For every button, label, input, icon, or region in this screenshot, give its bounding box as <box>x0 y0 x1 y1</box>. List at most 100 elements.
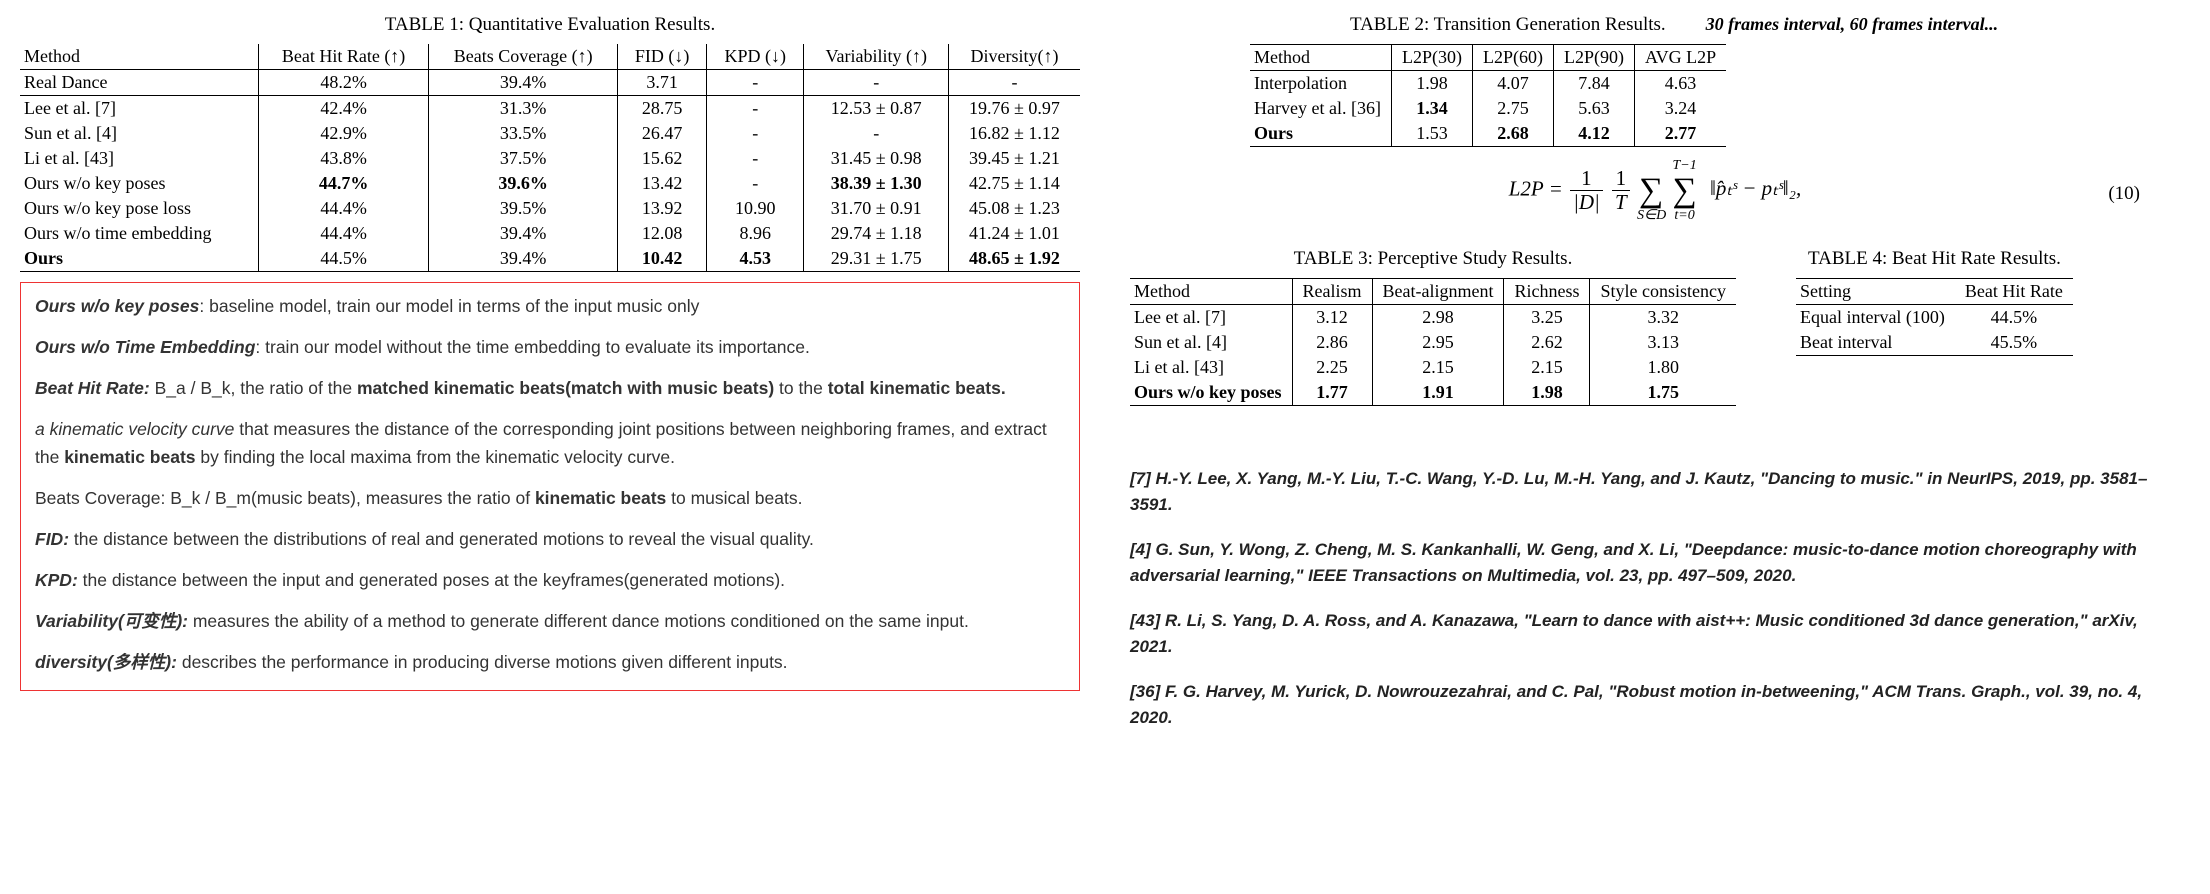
t2-h3: L2P(90) <box>1553 45 1634 71</box>
eq-sum-top: T−1 <box>1670 158 1698 174</box>
t2-h0: Method <box>1250 45 1391 71</box>
note-bold: kinematic beats <box>535 488 666 508</box>
table-cell: - <box>707 121 804 146</box>
eq-sum-bot: S∈D <box>1637 207 1665 224</box>
table-cell: 42.9% <box>258 121 428 146</box>
table-cell: 1.98 <box>1391 71 1472 97</box>
t1-h1: Beat Hit Rate (↑) <box>258 44 428 70</box>
table-cell: 1.98 <box>1504 380 1590 406</box>
table-cell: Sun et al. [4] <box>20 121 258 146</box>
t3-h1: Realism <box>1292 279 1372 305</box>
table-cell: 4.53 <box>707 246 804 272</box>
table-cell: 39.4% <box>429 221 618 246</box>
t4-h0: Setting <box>1796 279 1955 305</box>
table-cell: 45.08 ± 1.23 <box>949 196 1081 221</box>
table-cell: 8.96 <box>707 221 804 246</box>
table-cell: 37.5% <box>429 146 618 171</box>
table-cell: 3.24 <box>1634 96 1726 121</box>
table1: Method Beat Hit Rate (↑) Beats Coverage … <box>20 44 1080 272</box>
table-cell: 2.15 <box>1372 355 1504 380</box>
note-text: B_a / B_k, the ratio of the <box>150 378 357 398</box>
table-cell: - <box>804 70 949 96</box>
eq-sum1: ∑ S∈D <box>1637 172 1665 210</box>
note-term: Beat Hit Rate: <box>35 378 150 398</box>
note-term: Ours w/o Time Embedding <box>35 337 255 357</box>
notes-box: Ours w/o key poses: baseline model, trai… <box>20 282 1080 691</box>
table-cell: 1.53 <box>1391 121 1472 147</box>
table-cell: - <box>804 121 949 146</box>
note-text: to the <box>774 378 828 398</box>
table-cell: Ours w/o time embedding <box>20 221 258 246</box>
table-cell: 43.8% <box>258 146 428 171</box>
table-cell: Li et al. [43] <box>1130 355 1292 380</box>
table-cell: 44.7% <box>258 171 428 196</box>
table-cell: 12.08 <box>618 221 707 246</box>
t3-h4: Style consistency <box>1590 279 1736 305</box>
table4-caption: TABLE 4: Beat Hit Rate Results. <box>1796 248 2073 270</box>
table-cell: 39.4% <box>429 70 618 96</box>
note-bold: kinematic beats <box>64 447 195 467</box>
note-term: Ours w/o key poses <box>35 296 199 316</box>
t3-h0: Method <box>1130 279 1292 305</box>
note-term: Variability(可变性): <box>35 611 188 631</box>
table-cell: 5.63 <box>1553 96 1634 121</box>
note-text: : baseline model, train our model in ter… <box>199 296 699 316</box>
table-cell: 2.62 <box>1504 330 1590 355</box>
eq-body: ‖p̂ₜˢ − pₜˢ‖₂, <box>1710 176 1801 200</box>
equation-l2p: L2P = 1|D| 1T ∑ S∈D ∑ T−1 t=0 ‖p̂ₜˢ − pₜ… <box>1130 167 2180 214</box>
table-cell: Real Dance <box>20 70 258 96</box>
note-text: by finding the local maxima from the kin… <box>196 447 676 467</box>
references: [7] H.-Y. Lee, X. Yang, M.-Y. Liu, T.-C.… <box>1130 466 2180 730</box>
note-bold: total kinematic beats. <box>828 378 1006 398</box>
table-cell: - <box>707 70 804 96</box>
note-term: KPD: <box>35 570 78 590</box>
table-cell: 3.25 <box>1504 305 1590 331</box>
table-cell: 44.4% <box>258 221 428 246</box>
table-cell: 2.77 <box>1634 121 1726 147</box>
eq-sum2: ∑ T−1 t=0 <box>1670 172 1698 210</box>
table-cell: - <box>949 70 1081 96</box>
table-cell: 31.3% <box>429 96 618 122</box>
table-cell: 42.75 ± 1.14 <box>949 171 1081 196</box>
table2-caption: TABLE 2: Transition Generation Results. <box>1350 14 1666 36</box>
note-text: : train our model without the time embed… <box>255 337 809 357</box>
note-text: to musical beats. <box>666 488 802 508</box>
note-text: Beats Coverage: B_k / B_m(music beats), … <box>35 488 535 508</box>
ref-item: [43] R. Li, S. Yang, D. A. Ross, and A. … <box>1130 608 2180 659</box>
eq-frac-den: T <box>1612 191 1630 214</box>
ref-item: [36] F. G. Harvey, M. Yurick, D. Nowrouz… <box>1130 679 2180 730</box>
table-cell: 1.80 <box>1590 355 1736 380</box>
table-cell: - <box>707 171 804 196</box>
table-cell: Sun et al. [4] <box>1130 330 1292 355</box>
note-term: diversity(多样性): <box>35 652 177 672</box>
t1-h6: Diversity(↑) <box>949 44 1081 70</box>
table-cell: 41.24 ± 1.01 <box>949 221 1081 246</box>
table-cell: - <box>707 96 804 122</box>
table4: Setting Beat Hit Rate Equal interval (10… <box>1796 278 2073 356</box>
table-cell: 7.84 <box>1553 71 1634 97</box>
t1-h4: KPD (↓) <box>707 44 804 70</box>
table-cell: 29.74 ± 1.18 <box>804 221 949 246</box>
table-cell: 39.5% <box>429 196 618 221</box>
table-cell: 1.75 <box>1590 380 1736 406</box>
t1-h0: Method <box>20 44 258 70</box>
eq-frac-num: 1 <box>1570 167 1603 191</box>
table-cell: 12.53 ± 0.87 <box>804 96 949 122</box>
table-cell: 39.4% <box>429 246 618 272</box>
table-cell: 15.62 <box>618 146 707 171</box>
t1-h2: Beats Coverage (↑) <box>429 44 618 70</box>
table-cell: 29.31 ± 1.75 <box>804 246 949 272</box>
table-cell: Equal interval (100) <box>1796 305 1955 331</box>
eq-number: (10) <box>2108 183 2140 205</box>
table-cell: 2.15 <box>1504 355 1590 380</box>
table-cell: 45.5% <box>1955 330 2073 356</box>
table-cell: 33.5% <box>429 121 618 146</box>
table-cell: Li et al. [43] <box>20 146 258 171</box>
eq-frac-den: |D| <box>1570 191 1603 214</box>
table-cell: 48.2% <box>258 70 428 96</box>
table-cell: 48.65 ± 1.92 <box>949 246 1081 272</box>
t2-h1: L2P(30) <box>1391 45 1472 71</box>
table-cell: Harvey et al. [36] <box>1250 96 1391 121</box>
table-cell: 10.42 <box>618 246 707 272</box>
table-cell: 13.92 <box>618 196 707 221</box>
